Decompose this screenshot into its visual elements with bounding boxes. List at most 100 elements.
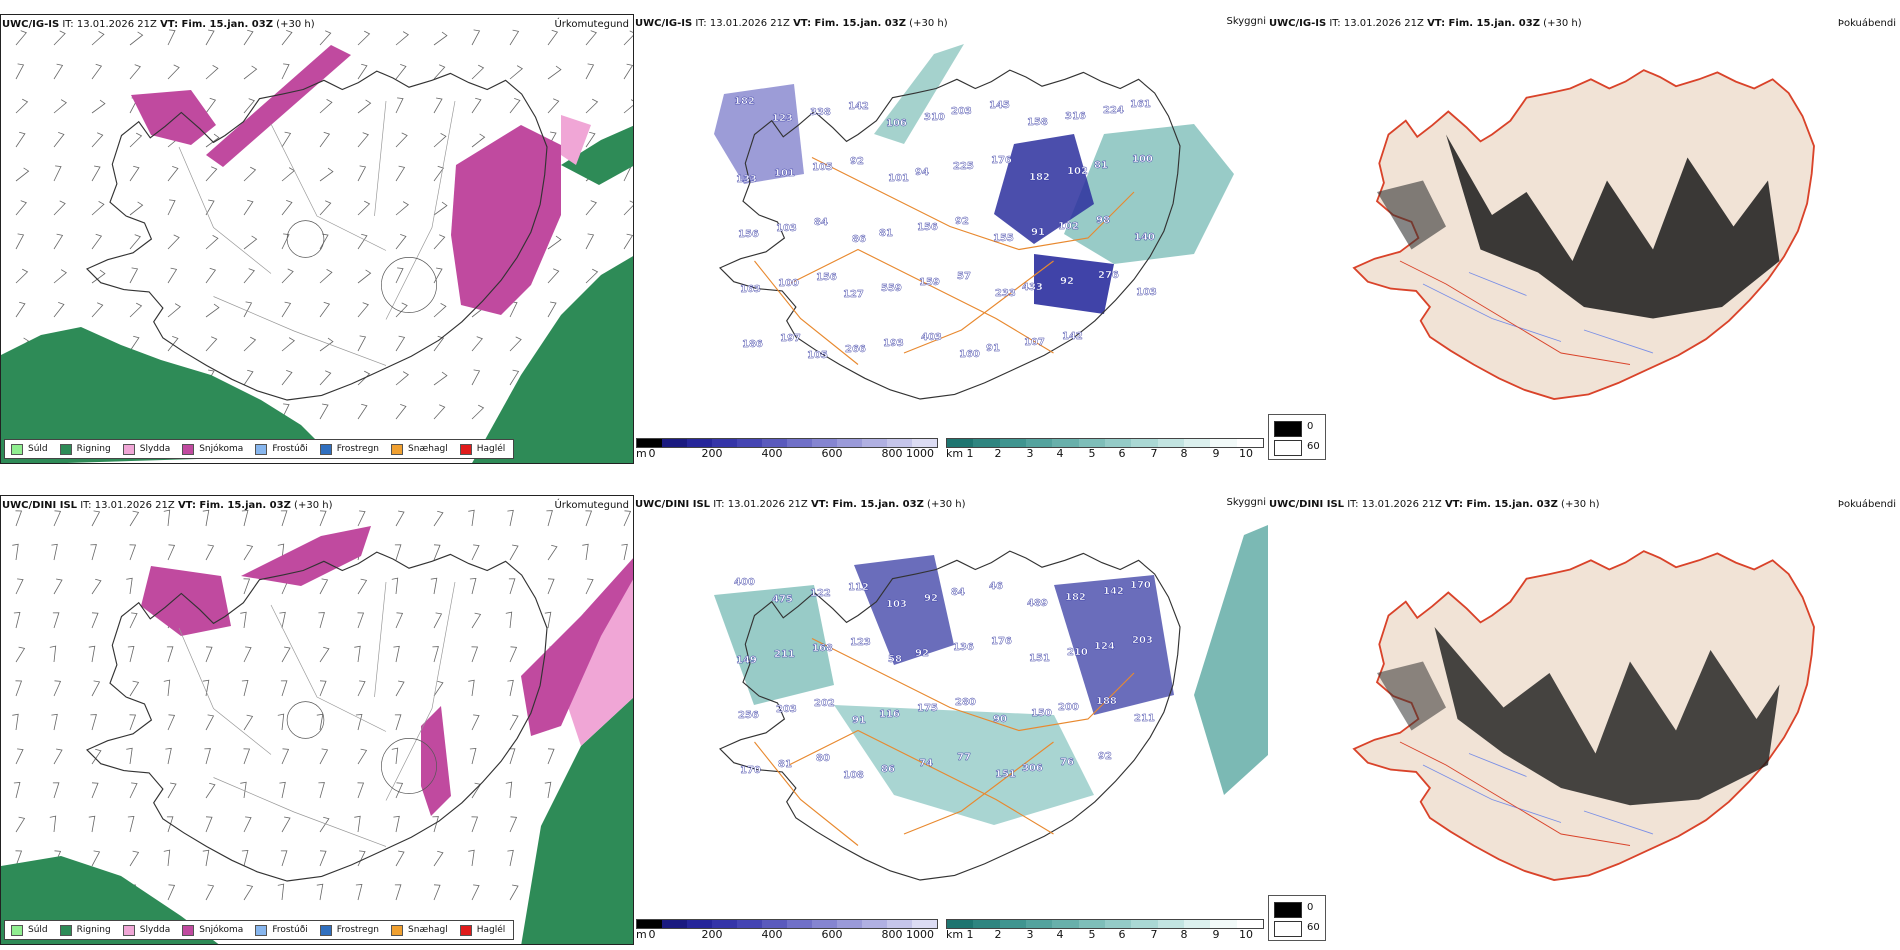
wind-barb xyxy=(507,849,514,867)
wind-barb xyxy=(281,748,290,765)
wind-barb xyxy=(585,98,599,114)
wind-barb xyxy=(129,850,140,867)
wind-barb xyxy=(15,748,24,765)
panel-title: Þokuábendi xyxy=(1837,499,1896,510)
wind-barb xyxy=(243,166,257,182)
vis-value-label: 150 xyxy=(1031,708,1052,719)
wind-barb xyxy=(318,782,325,799)
vis-value-label: 46 xyxy=(989,581,1003,592)
legend-item: Snæhagl xyxy=(391,443,448,455)
wind-barb xyxy=(15,63,25,80)
wind-barb xyxy=(357,850,366,867)
vis-value-label: 98 xyxy=(1096,215,1110,226)
wind-barb xyxy=(355,714,363,731)
wind-barb xyxy=(126,577,133,595)
vis-value-label: 124 xyxy=(1094,641,1115,652)
vis-area xyxy=(714,585,834,705)
legend-item: Súld xyxy=(11,924,48,936)
wind-barb xyxy=(12,713,19,731)
wind-barbs xyxy=(15,29,633,420)
wind-barb xyxy=(243,235,258,250)
wind-barb xyxy=(319,748,329,765)
vis-value-label: 170 xyxy=(1130,580,1151,591)
wind-barb xyxy=(15,200,27,216)
ptype-map-bottom xyxy=(1,509,633,944)
wind-barb xyxy=(547,98,560,114)
wind-barb xyxy=(394,884,402,901)
vis-value-label: 107 xyxy=(1024,337,1045,348)
vis-value-label: 86 xyxy=(852,234,866,245)
wind-barb xyxy=(469,748,477,765)
wind-barb xyxy=(547,544,558,561)
wind-barb xyxy=(393,815,400,833)
vis-value-label: 80 xyxy=(816,753,830,764)
wind-barb xyxy=(205,235,219,250)
vis-area xyxy=(874,44,964,144)
wind-barb xyxy=(129,302,143,318)
panel-title: Skyggni xyxy=(1226,497,1266,508)
vis-value-label: 116 xyxy=(879,709,900,720)
wind-barb xyxy=(319,301,331,318)
wind-barb xyxy=(281,131,292,148)
wind-barb xyxy=(91,748,102,765)
wind-barb xyxy=(205,884,215,901)
wind-barb xyxy=(319,337,334,352)
legend-item: Frostúði xyxy=(255,924,308,936)
wind-barb xyxy=(433,371,448,386)
vis-colorbar-km: km 1 2 3 4 5 6 7 8 9 10 xyxy=(946,438,1264,464)
wind-barb xyxy=(90,714,97,731)
wind-barb xyxy=(357,578,368,595)
wind-barb xyxy=(205,166,218,182)
wind-barb xyxy=(395,201,409,216)
wind-barb xyxy=(51,713,58,731)
vis-value-label: 203 xyxy=(1132,635,1153,646)
vis-value-label: 266 xyxy=(845,344,866,355)
wind-barb xyxy=(129,612,138,629)
wind-barb xyxy=(354,645,361,663)
vis-value-label: 140 xyxy=(1134,232,1155,243)
legend-item: Haglél xyxy=(459,924,505,936)
snow-area xyxy=(206,45,351,167)
wind-barb xyxy=(281,370,293,386)
legend-item: Snjókoma xyxy=(182,924,243,936)
wind-barb xyxy=(319,167,334,182)
wind-barb xyxy=(129,64,141,80)
wind-barb xyxy=(204,748,211,765)
wind-barb xyxy=(357,233,368,250)
vis-value-label: 92 xyxy=(1060,276,1074,287)
wind-barb xyxy=(281,200,293,216)
wind-barb xyxy=(433,612,443,629)
wind-barb xyxy=(433,303,447,318)
legend-item: Rigning xyxy=(59,443,111,455)
wind-barb xyxy=(91,510,101,527)
vis-value-label: 233 xyxy=(995,288,1016,299)
wind-barb xyxy=(546,510,553,527)
wind-barb xyxy=(544,611,552,629)
vis-value-label: 103 xyxy=(776,223,797,234)
wind-barb xyxy=(167,336,179,352)
wind-barb xyxy=(91,680,101,697)
wind-barb xyxy=(357,302,369,318)
wind-barb xyxy=(205,267,217,284)
wind-barb xyxy=(90,544,97,561)
wind-barb xyxy=(277,713,285,731)
wind-barb xyxy=(432,816,439,833)
panel-header: UWC/IG-IS IT: 13.01.2026 21Z VT: Fim. 15… xyxy=(2,19,315,30)
wind-barb xyxy=(53,748,63,765)
wind-barb xyxy=(547,268,560,284)
sleet-area xyxy=(561,578,633,746)
wind-barb xyxy=(585,578,594,595)
wind-barb xyxy=(547,748,555,765)
vis-value-label: 211 xyxy=(774,649,795,660)
wind-barb xyxy=(471,714,480,731)
wind-barb xyxy=(91,302,104,318)
wind-barb xyxy=(281,63,290,80)
wind-barb xyxy=(357,269,372,284)
vis-value-label: 433 xyxy=(1022,282,1043,293)
wind-barb xyxy=(167,29,176,46)
vis-value-label: 127 xyxy=(843,289,864,300)
wind-barb xyxy=(15,680,23,697)
wind-barb xyxy=(129,335,140,352)
vis-value-label: 92 xyxy=(915,648,929,659)
fog-legend: 0 60 xyxy=(1268,895,1326,941)
